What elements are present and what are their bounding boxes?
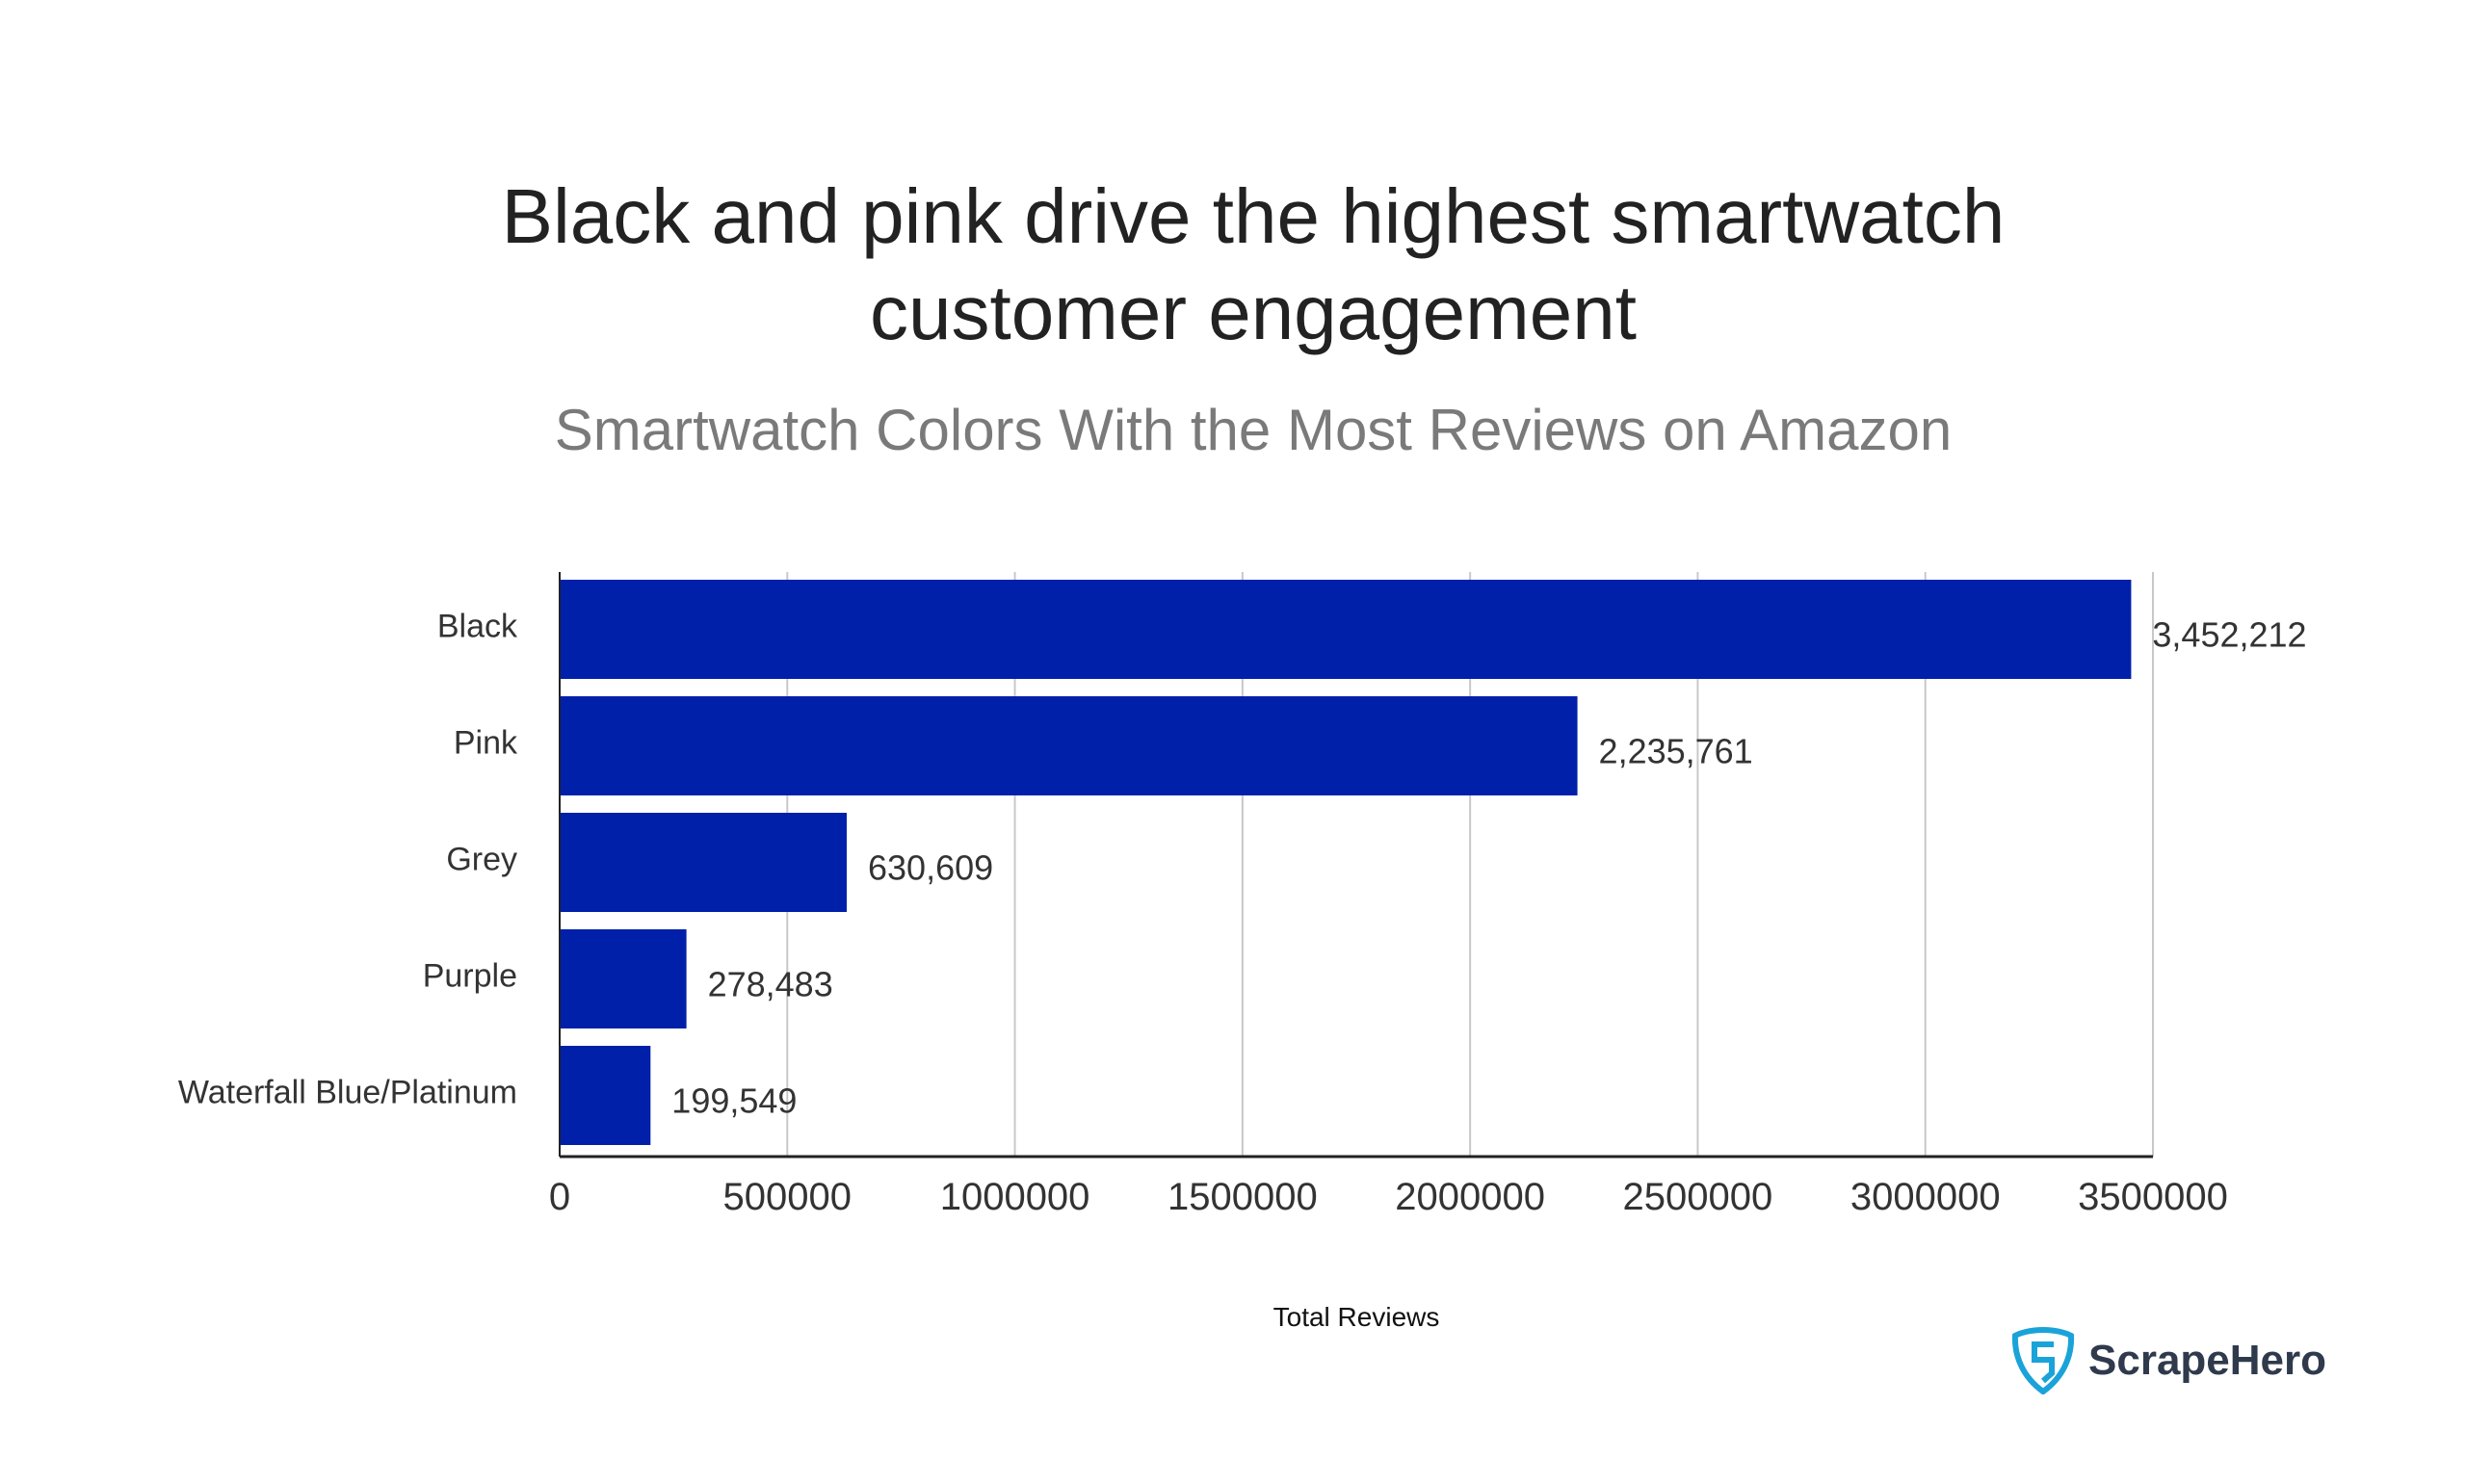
x-axis-title: Total Reviews: [1273, 1302, 1440, 1332]
data-label: 2,235,761: [1599, 732, 1753, 771]
category-label: Black: [437, 609, 518, 645]
x-tick-label: 1500000: [1167, 1176, 1318, 1218]
x-tick-label: 3500000: [2078, 1176, 2228, 1218]
chart-title: Black and pink drive the highest smartwa…: [501, 173, 2006, 355]
bar-waterfall-blue-platinum: [560, 1046, 651, 1145]
chart-subtitle: Smartwatch Colors With the Most Reviews …: [554, 398, 1953, 462]
x-tick-label: 3000000: [1850, 1176, 2001, 1218]
category-label: Grey: [446, 842, 517, 878]
data-label: 3,452,212: [2152, 615, 2306, 655]
bar-pink: [560, 696, 1578, 795]
x-tick-label: 0: [549, 1176, 570, 1218]
category-label: Pink: [454, 725, 518, 762]
x-tick-label: 500000: [723, 1176, 852, 1218]
bar-grey: [560, 813, 848, 912]
bar-black: [560, 580, 2132, 679]
x-tick-label: 1000000: [940, 1176, 1090, 1218]
scrapehero-logo: ScrapeHero: [2011, 1327, 2326, 1394]
category-label: Waterfall Blue/Platinum: [178, 1075, 517, 1111]
data-label: 630,609: [868, 848, 993, 888]
x-tick-label: 2000000: [1395, 1176, 1545, 1218]
data-label: 278,483: [708, 965, 833, 1004]
shield-s-icon: [2011, 1327, 2075, 1394]
category-label: Purple: [423, 958, 517, 995]
logo-text: ScrapeHero: [2088, 1337, 2327, 1384]
x-tick-label: 2500000: [1623, 1176, 1773, 1218]
bar-purple: [560, 929, 687, 1028]
data-label: 199,549: [671, 1081, 797, 1121]
